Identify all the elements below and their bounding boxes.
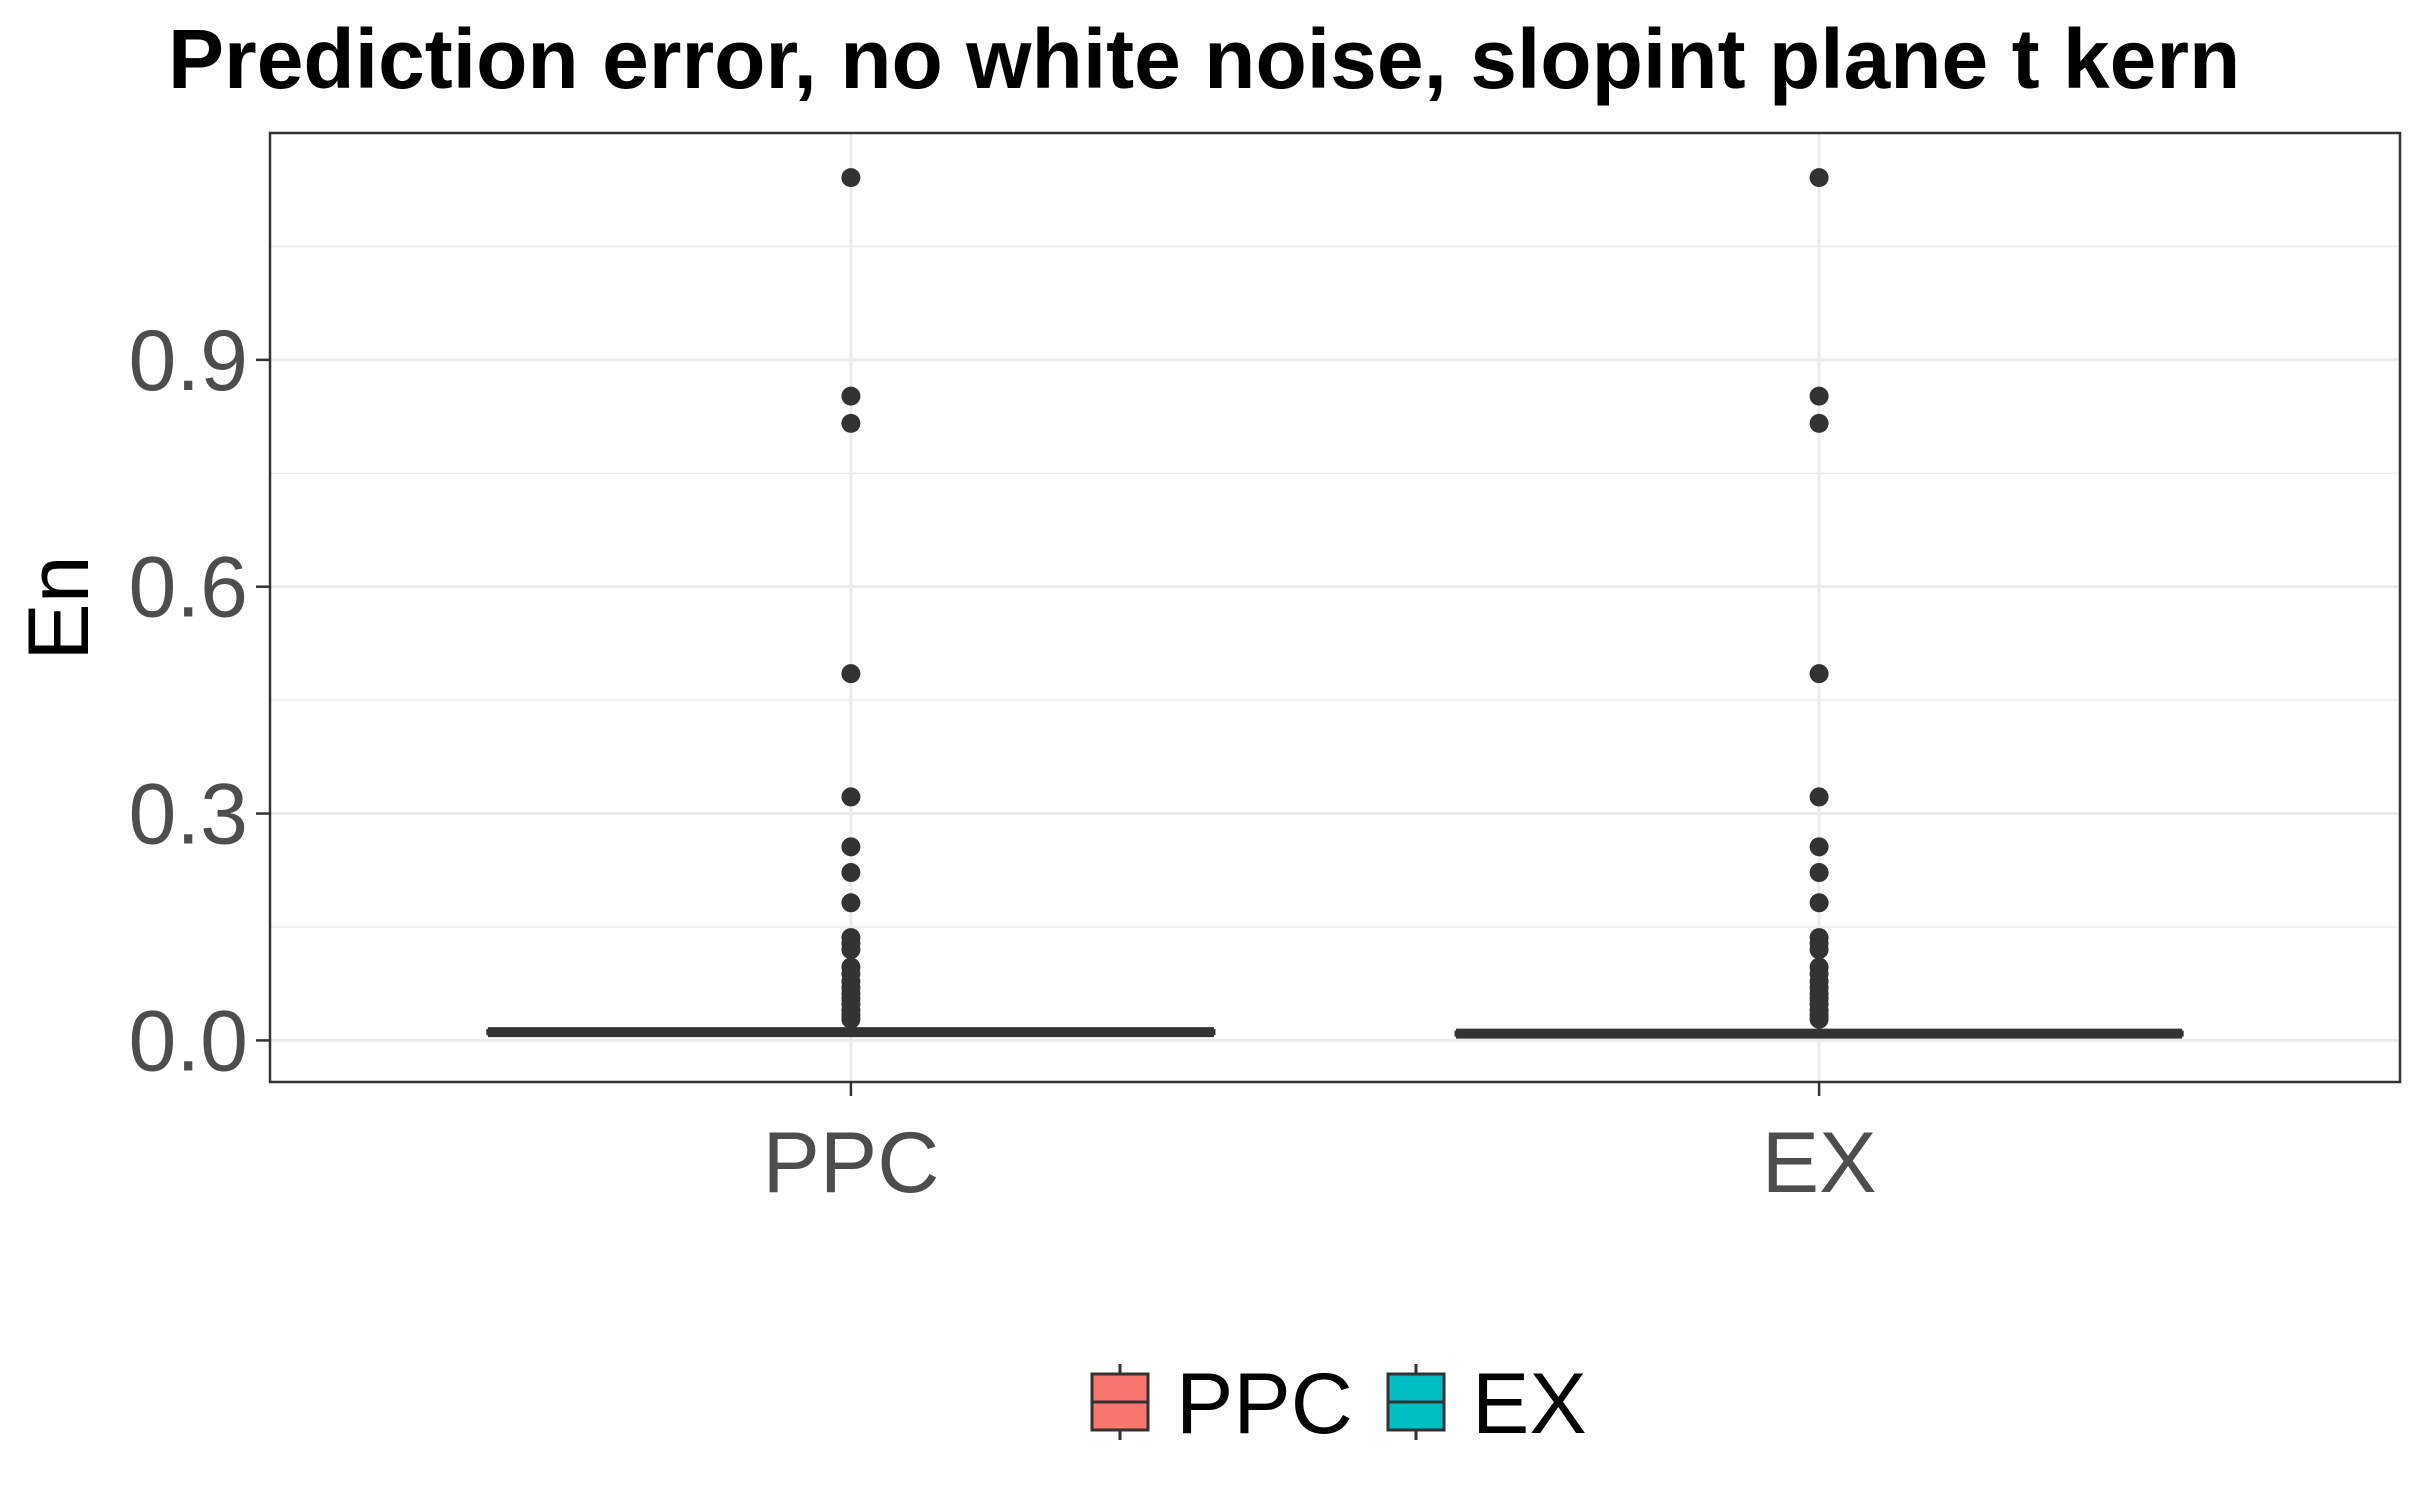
outlier-point <box>1809 863 1829 883</box>
y-axis: 0.0 0.3 0.6 0.9 <box>128 313 270 1089</box>
outlier-point <box>841 863 861 883</box>
outlier-point <box>841 1009 861 1029</box>
x-axis: PPC EX <box>762 1082 1876 1211</box>
outlier-point <box>841 893 861 913</box>
x-tick-label: PPC <box>762 1115 939 1211</box>
outlier-point <box>841 940 861 960</box>
legend-label: PPC <box>1176 1356 1353 1452</box>
plot-panel-border <box>268 131 2402 1084</box>
outlier-point <box>841 664 861 684</box>
outlier-point <box>841 413 861 433</box>
outlier-point <box>1809 386 1829 406</box>
outlier-point <box>1809 168 1829 188</box>
legend: PPC EX <box>1090 1356 1587 1452</box>
outlier-point <box>1809 837 1829 857</box>
outlier-point <box>1809 1009 1829 1029</box>
y-tick-label: 0.3 <box>128 767 248 863</box>
legend-item-ppc: PPC <box>1090 1356 1353 1452</box>
outlier-point <box>841 787 861 807</box>
outlier-point <box>1809 787 1829 807</box>
outlier-point <box>1809 413 1829 433</box>
legend-label: EX <box>1472 1356 1587 1452</box>
chart-title: Prediction error, no white noise, slopin… <box>168 12 2240 106</box>
outlier-point <box>841 837 861 857</box>
box-group-ex <box>1454 168 2184 1039</box>
chart-marks <box>486 168 2184 1039</box>
outlier-point <box>1809 940 1829 960</box>
box-group-ppc <box>486 168 1216 1038</box>
outlier-point <box>841 386 861 406</box>
outlier-point <box>1809 664 1829 684</box>
y-tick-label: 0.0 <box>128 993 248 1089</box>
grid-lines <box>270 133 2400 1082</box>
plot-panel <box>270 133 2400 1082</box>
legend-item-ex: EX <box>1386 1356 1587 1452</box>
outlier-point <box>841 168 861 188</box>
outlier-point <box>1809 893 1829 913</box>
y-tick-label: 0.6 <box>128 540 248 636</box>
y-axis-label: En <box>11 555 107 660</box>
x-tick-label: EX <box>1762 1115 1877 1211</box>
y-tick-label: 0.9 <box>128 313 248 409</box>
